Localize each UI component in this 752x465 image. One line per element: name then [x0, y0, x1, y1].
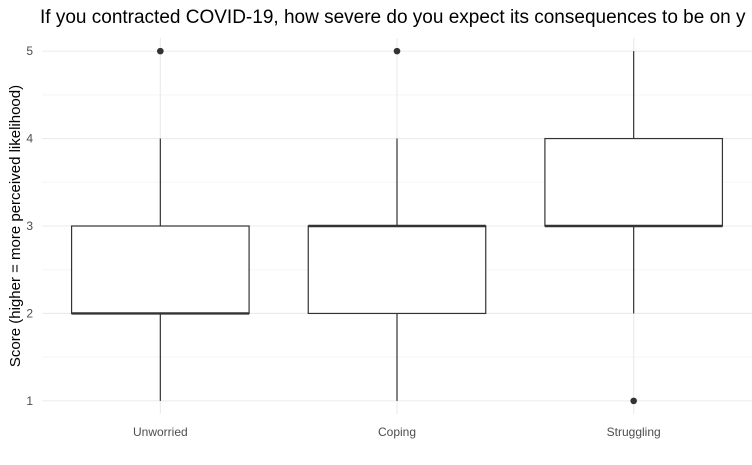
- outlier-point: [157, 47, 164, 55]
- box-iqr: [70, 225, 250, 315]
- box-struggling: [544, 51, 724, 405]
- outlier-point: [630, 397, 637, 405]
- y-axis-ticks: 1 2 3 4 5: [26, 44, 33, 408]
- y-tick-label: 1: [26, 394, 33, 408]
- y-tick-label: 4: [26, 132, 33, 146]
- y-tick-label: 3: [26, 219, 33, 233]
- x-axis-ticks: Unworried Coping Struggling: [133, 425, 661, 439]
- x-tick-label: Struggling: [607, 425, 661, 439]
- x-tick-label: Unworried: [133, 425, 188, 439]
- box-iqr: [544, 137, 724, 227]
- y-tick-label: 5: [26, 44, 33, 58]
- x-tick-label: Coping: [378, 425, 416, 439]
- y-axis-label: Score (higher = more perceived likelihoo…: [7, 85, 24, 367]
- boxes: [70, 47, 724, 405]
- y-tick-label: 2: [26, 306, 33, 320]
- box-unworried: [70, 47, 250, 401]
- chart-title: If you contracted COVID-19, how severe d…: [40, 7, 746, 28]
- box-iqr: [307, 225, 487, 315]
- box-coping: [307, 47, 487, 401]
- outlier-point: [393, 47, 401, 55]
